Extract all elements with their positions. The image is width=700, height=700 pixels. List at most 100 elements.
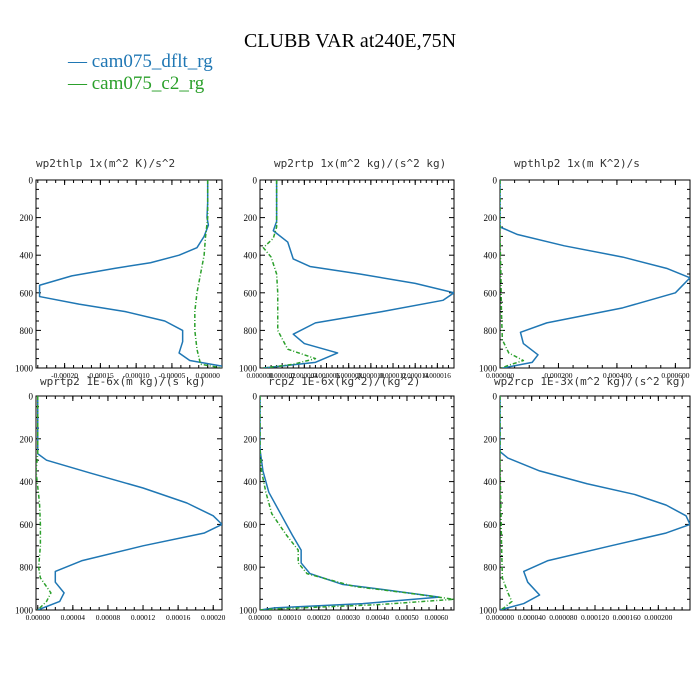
y-tick-label: 1000	[479, 606, 498, 616]
x-tick-label: 0.00004	[61, 613, 86, 622]
x-tick-label: 0.00000	[248, 614, 272, 622]
y-tick-label: 200	[244, 213, 258, 223]
series-line-c2	[194, 180, 222, 368]
y-tick-label: 400	[20, 477, 34, 487]
figure-title: CLUBB VAR at240E,75N	[243, 30, 457, 52]
x-tick-label: 0.000400	[603, 371, 631, 380]
y-tick-label: 0	[493, 392, 498, 402]
x-tick-label: 0.000004	[291, 372, 318, 380]
series-line-c2	[262, 180, 317, 368]
series-group	[260, 396, 454, 610]
series-line-dflt	[500, 396, 690, 610]
series-line-dflt	[500, 180, 690, 368]
x-tick-label: 0.00012	[131, 613, 156, 622]
series-group	[36, 396, 222, 610]
y-tick-label: 800	[484, 326, 498, 336]
y-tick-label: 400	[484, 251, 498, 261]
panel-rcp2: rcp2 1E-6x(kg^2)/(kg^2) 0 200 400 600 800 100…	[232, 372, 464, 632]
x-tick-label: -0.00020	[51, 371, 78, 380]
plot-frame	[35, 179, 223, 369]
x-tick-label: 0.000008	[335, 372, 362, 380]
plot-svg: 020040060080010000.0000000.0000020.00000…	[239, 176, 455, 380]
y-tick-label: 0	[253, 392, 258, 402]
panel-title: rcp2 1E-6x(kg^2)/(kg^2)	[268, 375, 421, 388]
y-tick-label: 600	[244, 520, 258, 530]
panel-title: wp2thlp 1x(m^2 K)/s^2	[36, 157, 176, 170]
x-tick-label: -0.00005	[158, 371, 185, 380]
y-tick-label: 200	[20, 213, 34, 223]
x-tick-label: 0.00020	[201, 613, 226, 622]
panel-title: wp2rtp 1x(m^2 kg)/(s^2 kg)	[274, 157, 447, 170]
series-line-c2	[500, 396, 513, 610]
x-tick-label: 0.000160	[613, 613, 641, 622]
x-tick-label: 0.000080	[549, 613, 577, 622]
x-tick-label: 0.000006	[313, 372, 340, 380]
y-tick-label: 0	[29, 176, 34, 186]
x-tick-label: 0.00016	[166, 613, 191, 622]
y-tick-label: 400	[484, 477, 498, 487]
plot-frame	[499, 179, 691, 369]
y-tick-label: 1000	[479, 364, 498, 374]
x-tick-label: 0.00040	[366, 614, 390, 622]
x-tick-label: 0.000000	[486, 371, 514, 380]
series-line-c2	[36, 396, 52, 610]
y-tick-label: 400	[244, 251, 258, 261]
x-tick-label: -0.00010	[123, 371, 150, 380]
x-tick-label: 0.00050	[395, 614, 419, 622]
y-tick-label: 1000	[15, 606, 34, 616]
panel-title: wpthlp2 1x(m K^2)/s	[514, 157, 640, 170]
y-tick-label: 600	[20, 520, 34, 530]
series-line-c2	[500, 180, 525, 368]
y-tick-label: 0	[253, 176, 258, 186]
x-tick-label: 0.00000	[26, 613, 51, 622]
series-line-c2	[260, 396, 454, 610]
series-group	[38, 180, 222, 368]
x-tick-label: 0.000600	[661, 371, 689, 380]
series-group	[500, 180, 690, 368]
y-tick-label: 800	[20, 326, 34, 336]
y-tick-label: 200	[20, 434, 34, 444]
y-tick-label: 600	[484, 288, 498, 298]
x-tick-label: 0.00010	[278, 614, 302, 622]
y-tick-label: 200	[484, 213, 498, 223]
panel-title: wprtp2 1E-6x(m kg)/(s kg)	[40, 375, 206, 388]
x-tick-label: 0.000002	[269, 372, 296, 380]
series-group	[262, 180, 454, 368]
panel-title: wp2rcp 1E-3x(m^2 kg)/(s^2 kg)	[494, 375, 687, 388]
plot-frame	[35, 395, 223, 611]
y-tick-label: 0	[493, 176, 498, 186]
legend-entry-dflt: — cam075_dflt_rg	[68, 51, 213, 72]
panel-wp2rcp: wp2rcp 1E-3x(m^2 kg)/(s^2 kg) 0 200 400 600…	[464, 372, 700, 632]
x-tick-label: 0.000000	[247, 372, 274, 380]
y-tick-label: 0	[29, 392, 34, 402]
y-tick-label: 1000	[15, 364, 34, 374]
y-tick-label: 800	[244, 326, 258, 336]
x-tick-label: 0.000010	[357, 372, 384, 380]
legend-entry-c2: — cam075_c2_rg	[68, 73, 205, 94]
x-tick-label: 0.00000	[196, 371, 221, 380]
panel-wp2rtp: wp2rtp 1x(m^2 kg)/(s^2 kg) 0 200 400 600 800…	[232, 150, 464, 385]
y-tick-label: 1000	[239, 606, 258, 616]
series-line-dflt	[37, 396, 222, 610]
y-tick-label: 600	[484, 520, 498, 530]
x-tick-label: 0.000120	[581, 613, 609, 622]
y-tick-label: 200	[484, 434, 498, 444]
x-tick-label: 0.00008	[96, 613, 121, 622]
x-tick-label: 0.000012	[380, 372, 407, 380]
y-tick-label: 400	[20, 251, 34, 261]
y-tick-label: 800	[244, 563, 258, 573]
series-line-dflt	[260, 396, 441, 610]
y-tick-label: 1000	[239, 364, 258, 374]
panel-wpthlp2: wpthlp2 1x(m K^2)/s 0 200 400 600 800 1000 0.0…	[464, 150, 700, 385]
x-tick-label: -0.00015	[87, 371, 114, 380]
x-tick-label: 0.00020	[307, 614, 331, 622]
x-tick-label: 0.000200	[544, 371, 572, 380]
y-tick-label: 600	[244, 288, 258, 298]
x-tick-label: 0.00030	[337, 614, 361, 622]
x-tick-label: 0.000016	[424, 372, 451, 380]
panel-wprtp2: wprtp2 1E-6x(m kg)/(s kg) 0 200 400 600 800 1…	[0, 372, 232, 632]
